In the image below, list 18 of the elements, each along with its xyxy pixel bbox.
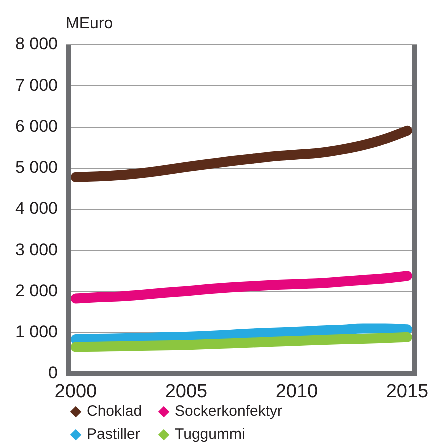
legend-label: Tuggummi — [175, 425, 246, 445]
y-tick-label: 7 000 — [15, 76, 58, 95]
y-tick-label: 8 000 — [15, 34, 58, 54]
y-tick-label: 5 000 — [15, 158, 58, 178]
x-tick-label: 2015 — [386, 382, 429, 403]
legend-label: Choklad — [87, 402, 142, 422]
y-tick-label: 1 000 — [15, 322, 58, 342]
y-tick-label: 0 — [48, 364, 58, 383]
x-tick-label: 2010 — [276, 382, 318, 403]
y-tick-label: 6 000 — [15, 116, 58, 136]
legend-label: Pastiller — [87, 425, 140, 445]
x-tick-label: 2005 — [165, 382, 208, 403]
y-tick-label: 2 000 — [15, 281, 58, 300]
y-tick-label: 3 000 — [15, 240, 58, 260]
x-tick-label: 2000 — [54, 382, 98, 403]
y-tick-label: 4 000 — [15, 199, 58, 218]
legend-label: Sockerkonfektyr — [175, 402, 283, 422]
y-axis-title: MEuro — [66, 15, 114, 32]
